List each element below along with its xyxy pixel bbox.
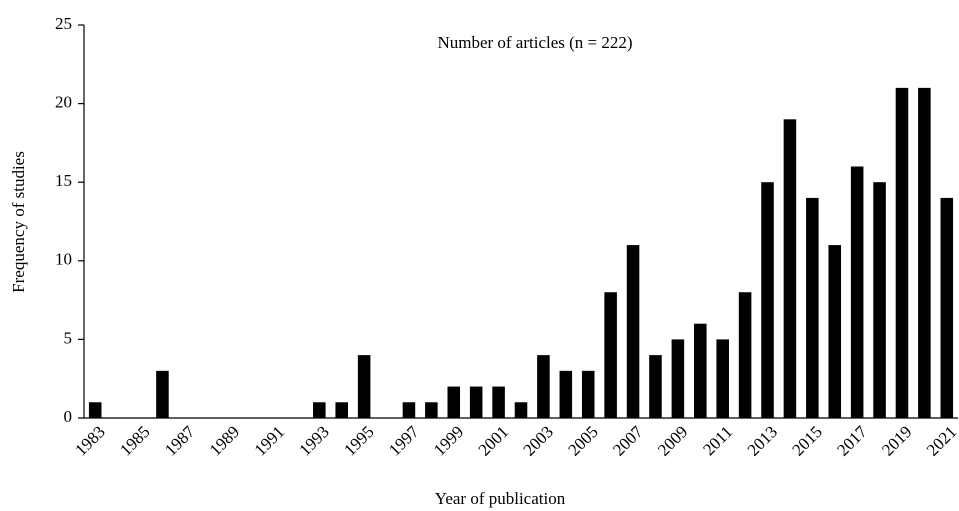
bar xyxy=(918,87,931,418)
y-tick-label: 25 xyxy=(55,14,72,33)
x-tick-label: 2019 xyxy=(878,422,915,459)
x-tick-label: 2007 xyxy=(609,422,647,460)
chart-title: Number of articles (n = 222) xyxy=(437,33,632,52)
x-tick-label: 2009 xyxy=(654,422,691,459)
y-tick-label: 0 xyxy=(64,407,73,426)
bar xyxy=(873,182,886,418)
bar xyxy=(447,386,461,418)
x-tick-label: 2011 xyxy=(699,422,736,459)
x-tick-label: 2001 xyxy=(475,422,512,459)
x-tick-label: 2005 xyxy=(564,422,601,459)
x-tick-label: 1995 xyxy=(340,422,377,459)
y-axis-label: Frequency of studies xyxy=(9,151,28,293)
bar xyxy=(694,323,707,418)
x-tick-label: 2003 xyxy=(520,422,557,459)
bar xyxy=(626,245,640,418)
bar xyxy=(895,87,909,418)
x-tick-label: 1985 xyxy=(116,422,153,459)
bar xyxy=(357,355,371,418)
x-tick-label: 1991 xyxy=(251,422,288,459)
y-tick-label: 20 xyxy=(55,93,72,112)
bar xyxy=(716,339,729,418)
bar xyxy=(850,166,864,418)
bar xyxy=(738,292,752,418)
x-tick-label: 1983 xyxy=(71,422,108,459)
bar xyxy=(469,386,483,418)
x-tick-label: 1989 xyxy=(206,422,243,459)
x-tick-label: 1987 xyxy=(161,422,199,460)
bar xyxy=(559,370,573,418)
bar xyxy=(649,355,662,418)
y-tick-label: 15 xyxy=(55,171,72,190)
bar xyxy=(425,402,438,418)
bar xyxy=(806,197,819,418)
bar xyxy=(761,182,774,418)
bar xyxy=(581,370,595,418)
bar xyxy=(514,402,528,418)
bar xyxy=(828,245,842,418)
bar xyxy=(783,119,797,418)
bar xyxy=(313,402,326,418)
y-tick-label: 10 xyxy=(55,250,72,269)
y-tick-label: 5 xyxy=(64,328,73,347)
bar xyxy=(156,370,169,418)
x-tick-label: 1997 xyxy=(385,422,423,460)
x-tick-label: 1999 xyxy=(430,422,467,459)
x-tick-label: 2015 xyxy=(788,422,825,459)
bar xyxy=(492,386,505,418)
x-tick-label: 2013 xyxy=(744,422,781,459)
bar xyxy=(604,292,617,418)
bar xyxy=(335,402,348,418)
bar xyxy=(88,402,102,418)
x-tick-label: 2021 xyxy=(923,422,959,459)
bar xyxy=(940,197,954,418)
bar xyxy=(537,355,550,418)
bar xyxy=(671,339,685,418)
x-tick-label: 2017 xyxy=(833,422,871,460)
bar xyxy=(402,402,416,418)
x-axis-label: Year of publication xyxy=(435,489,566,508)
x-tick-label: 1993 xyxy=(295,422,332,459)
